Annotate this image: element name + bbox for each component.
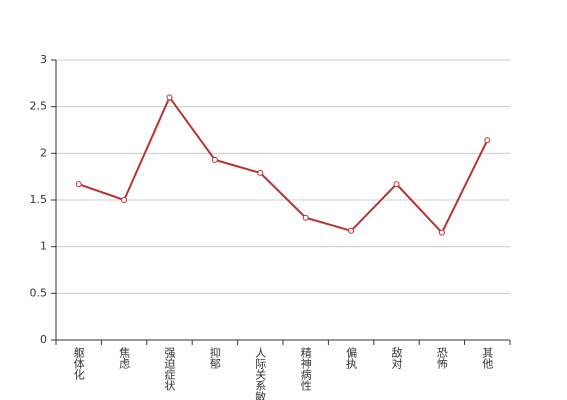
- point: [75, 181, 82, 188]
- x-tick-label: 其他: [481, 347, 494, 369]
- y-tick-label: 2: [40, 146, 47, 159]
- x-tick-label: 偏执: [345, 346, 358, 370]
- y-tick-label: 3: [40, 53, 47, 66]
- point: [393, 181, 400, 188]
- point: [438, 229, 445, 236]
- x-tick-label: 恐怖: [435, 347, 448, 369]
- x-tick-label: 抑郁: [208, 346, 221, 369]
- y-tick-label: 1.5: [30, 193, 48, 206]
- point: [484, 137, 491, 144]
- y-tick-label: 0.5: [30, 286, 48, 299]
- y-tick-label: 0: [40, 333, 47, 346]
- point: [257, 169, 264, 176]
- x-tick-label: 敌对: [390, 346, 403, 369]
- x-tick-label: 焦虑: [118, 347, 131, 369]
- x-tick-label: 人际关系敏感: [254, 347, 267, 400]
- line: [78, 95, 489, 235]
- x-tick-label: 强迫症状: [163, 347, 176, 391]
- y-tick-label: 1: [40, 240, 47, 253]
- x-tick-label: 精神病性: [299, 347, 312, 392]
- point: [211, 156, 218, 163]
- y-tick-label: 2.5: [30, 100, 48, 113]
- point: [348, 227, 355, 234]
- point: [302, 214, 309, 221]
- point: [121, 197, 128, 203]
- point: [166, 94, 173, 101]
- x-tick-label: 躯体化: [72, 347, 85, 381]
